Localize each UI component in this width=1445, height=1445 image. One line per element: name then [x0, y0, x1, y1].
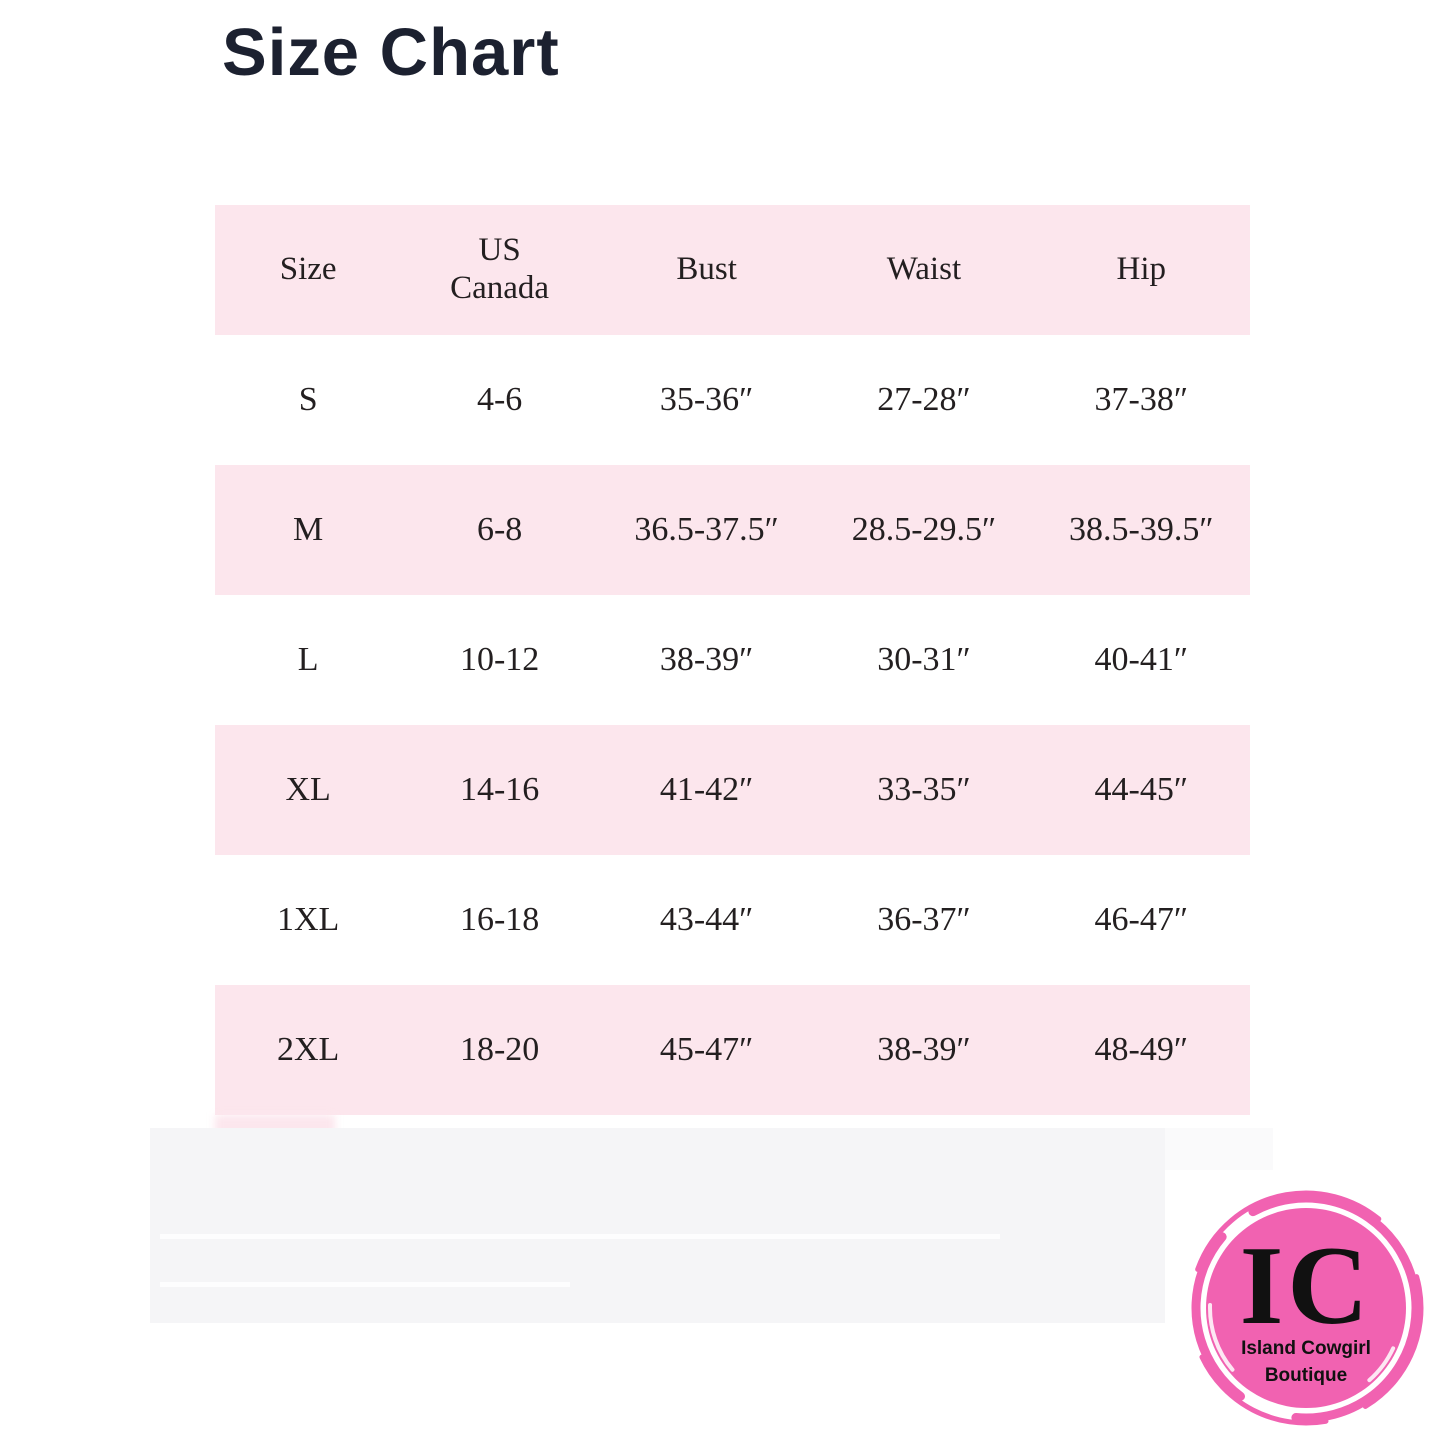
cell-bust: 36.5-37.5″: [634, 511, 779, 549]
cell-us-canada: 16-18: [459, 901, 540, 939]
brush-circle-icon: [1188, 1190, 1424, 1426]
cell-hip: 44-45″: [1094, 771, 1189, 809]
ghost-divider-line: [160, 1282, 570, 1287]
cell-bust: 45-47″: [659, 1031, 754, 1069]
cell-us-canada: 4-6: [476, 381, 523, 419]
size-chart-table: Size US Canada Bust Waist Hip S 4-6 35-3…: [215, 205, 1250, 1115]
faded-ghost-block: [150, 1128, 1165, 1323]
cell-bust: 41-42″: [659, 771, 754, 809]
logo-name-line1: Island Cowgirl: [1241, 1338, 1371, 1359]
cell-bust: 43-44″: [659, 901, 754, 939]
cell-waist: 38-39″: [877, 1031, 971, 1069]
table-row-1xl: 1XL 16-18 43-44″ 36-37″ 46-47″: [215, 855, 1250, 985]
cell-waist: 28.5-29.5″: [851, 511, 997, 549]
cell-us-canada: 6-8: [476, 511, 523, 549]
cell-waist: 36-37″: [877, 901, 971, 939]
cell-hip: 46-47″: [1094, 901, 1189, 939]
cell-us-canada: 14-16: [459, 771, 540, 809]
cell-size: L: [297, 641, 319, 679]
cell-size: XL: [285, 771, 331, 809]
cell-waist: 33-35″: [877, 771, 971, 809]
cell-bust: 38-39″: [659, 641, 754, 679]
cell-waist: 27-28″: [877, 381, 971, 419]
table-row-s: S 4-6 35-36″ 27-28″ 37-38″: [215, 335, 1250, 465]
logo-name-line2: Boutique: [1265, 1365, 1347, 1386]
header-cell-us-canada-label: US Canada: [450, 232, 550, 306]
faded-ghost-extension: [1165, 1128, 1273, 1170]
header-cell-bust: Bust: [676, 251, 737, 288]
table-row-xl: XL 14-16 41-42″ 33-35″ 44-45″: [215, 725, 1250, 855]
brand-logo-graphic: IC Island Cowgirl Boutique: [1188, 1190, 1424, 1426]
cell-hip: 40-41″: [1094, 641, 1189, 679]
table-header-row: Size US Canada Bust Waist Hip: [215, 205, 1250, 335]
ghost-divider-line: [160, 1234, 1000, 1239]
cell-size: S: [298, 381, 318, 419]
cell-hip: 48-49″: [1094, 1031, 1189, 1069]
page-title: Size Chart: [222, 15, 560, 90]
cell-hip: 37-38″: [1094, 381, 1189, 419]
cell-size: 2XL: [276, 1031, 340, 1069]
table-row-m: M 6-8 36.5-37.5″ 28.5-29.5″ 38.5-39.5″: [215, 465, 1250, 595]
cell-us-canada: 10-12: [459, 641, 540, 679]
cell-size: 1XL: [276, 901, 340, 939]
header-cell-waist: Waist: [886, 251, 962, 288]
cell-bust: 35-36″: [659, 381, 754, 419]
cell-size: M: [293, 511, 324, 549]
cell-waist: 30-31″: [877, 641, 971, 679]
brand-logo: IC Island Cowgirl Boutique: [1180, 1182, 1432, 1434]
header-cell-us-canada: US Canada: [401, 232, 598, 308]
table-row-2xl: 2XL 18-20 45-47″ 38-39″ 48-49″: [215, 985, 1250, 1115]
header-cell-size: Size: [279, 251, 337, 288]
table-row-l: L 10-12 38-39″ 30-31″ 40-41″: [215, 595, 1250, 725]
cell-us-canada: 18-20: [459, 1031, 540, 1069]
header-cell-hip: Hip: [1116, 251, 1167, 288]
cell-hip: 38.5-39.5″: [1069, 511, 1214, 549]
logo-monogram: IC: [1240, 1224, 1372, 1348]
